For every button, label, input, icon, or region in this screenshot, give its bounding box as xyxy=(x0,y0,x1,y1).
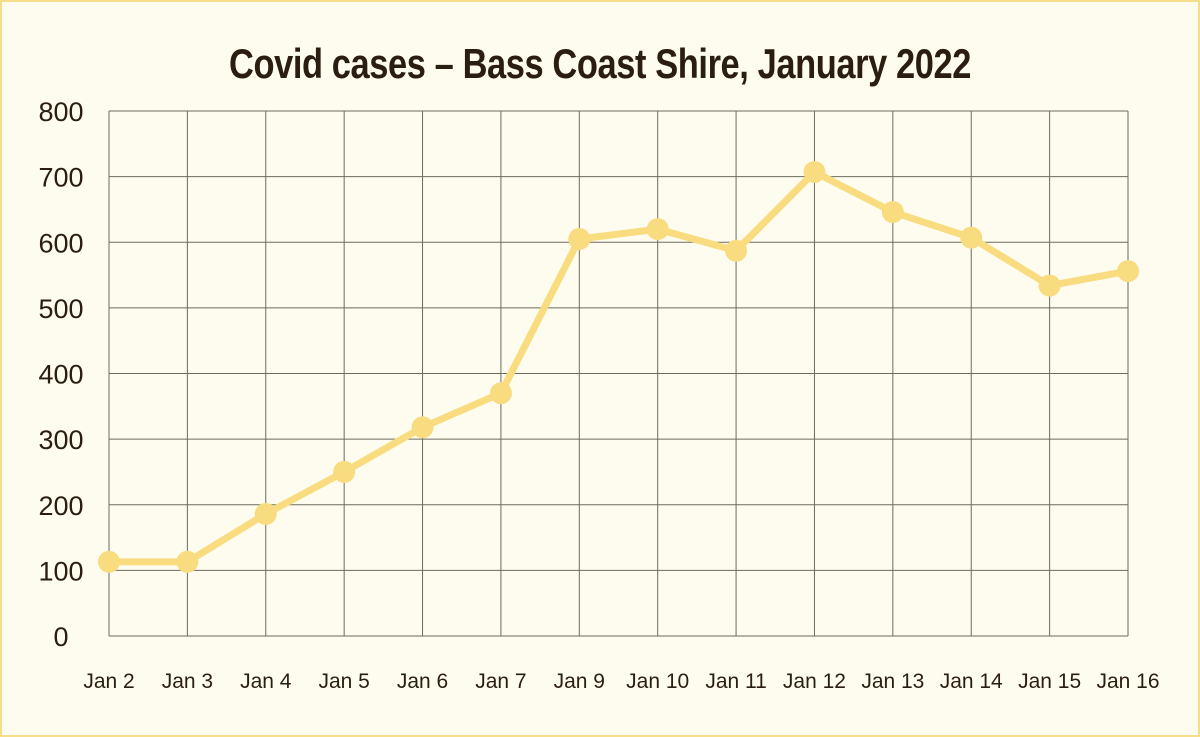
x-tick-label: Jan 10 xyxy=(626,670,689,693)
y-tick-label: 500 xyxy=(38,294,83,324)
data-point xyxy=(960,226,983,249)
x-tick-label: Jan 12 xyxy=(783,670,846,693)
data-point xyxy=(803,161,826,184)
data-point xyxy=(725,239,748,262)
x-tick-label: Jan 11 xyxy=(705,670,767,693)
y-tick-label: 600 xyxy=(38,228,83,258)
x-tick-label: Jan 16 xyxy=(1096,670,1159,693)
x-tick-label: Jan 7 xyxy=(475,670,526,693)
data-point xyxy=(411,416,434,439)
series-line-path xyxy=(105,168,1132,566)
x-tick-label: Jan 13 xyxy=(861,670,924,693)
data-point xyxy=(333,460,356,483)
x-tick-label: Jan 3 xyxy=(162,670,213,693)
y-tick-label: 100 xyxy=(38,556,83,586)
series-points xyxy=(98,161,1139,573)
data-point xyxy=(489,382,512,405)
chart-title: Covid cases – Bass Coast Shire, January … xyxy=(229,40,971,87)
y-tick-label: 400 xyxy=(38,360,83,390)
data-point xyxy=(176,550,199,573)
data-point xyxy=(881,201,904,224)
data-point xyxy=(646,218,669,241)
x-tick-label: Jan 9 xyxy=(554,670,605,693)
data-point xyxy=(1117,260,1139,283)
x-tick-label: Jan 4 xyxy=(240,670,292,693)
data-point xyxy=(1038,274,1061,297)
y-tick-label: 700 xyxy=(38,163,83,193)
y-tick-label: 200 xyxy=(38,491,83,521)
x-tick-label: Jan 15 xyxy=(1018,670,1081,693)
y-axis-ticks: 0 100 200 300 400 500 600 700 800 xyxy=(38,97,83,652)
x-tick-label: Jan 14 xyxy=(940,670,1003,693)
y-tick-label: 800 xyxy=(38,97,83,127)
data-point xyxy=(254,502,277,525)
x-axis-ticks: Jan 2 Jan 3 Jan 4 Jan 5 Jan 6 Jan 7 Jan 9 Jan 1… xyxy=(83,670,1159,693)
grid-lines xyxy=(108,110,1129,637)
data-point xyxy=(568,227,591,250)
y-tick-label: 0 xyxy=(53,622,68,652)
y-tick-label: 300 xyxy=(38,425,83,455)
x-tick-label: Jan 6 xyxy=(397,670,448,693)
data-point xyxy=(98,550,120,573)
x-tick-label: Jan 5 xyxy=(318,670,369,693)
series-line xyxy=(105,168,1132,566)
x-tick-label: Jan 2 xyxy=(83,670,134,693)
